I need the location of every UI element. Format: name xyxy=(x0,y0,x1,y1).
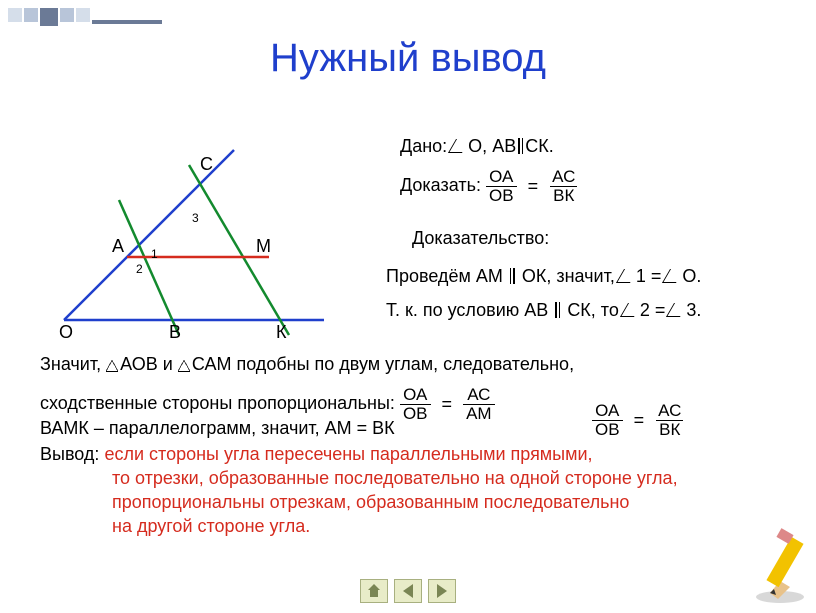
proof-line-5: ВАМК – параллелограмм, значит, АМ = ВК xyxy=(40,418,395,439)
conclusion-line-4: на другой стороне угла. xyxy=(112,516,310,537)
svg-text:А: А xyxy=(112,236,124,256)
svg-text:С: С xyxy=(200,154,213,174)
svg-text:О: О xyxy=(59,322,73,340)
proof-line-2: Т. к. по условию АВ СК, то 2 = 3. xyxy=(386,300,701,321)
conclusion-line-1: Вывод: если стороны угла пересечены пара… xyxy=(40,444,593,465)
conclusion-line-3: пропорциональны отрезкам, образованным п… xyxy=(112,492,629,513)
nav-prev-button[interactable] xyxy=(394,579,422,603)
proof-line-1: Проведём АМ ОК, значит, 1 = О. xyxy=(386,266,701,287)
proof-label: Доказательство: xyxy=(412,228,549,249)
svg-text:М: М xyxy=(256,236,271,256)
svg-text:2: 2 xyxy=(136,262,143,276)
nav-controls xyxy=(0,579,816,603)
geometry-diagram: О А В С К М 1 2 3 xyxy=(54,140,334,340)
given-line: Дано: О, АВСК. xyxy=(400,136,554,157)
given-label: Дано: xyxy=(400,136,447,156)
nav-next-button[interactable] xyxy=(428,579,456,603)
nav-home-button[interactable] xyxy=(360,579,388,603)
proof-final-ratio: ОАОВ = АСВК xyxy=(592,402,684,439)
svg-text:1: 1 xyxy=(151,247,158,261)
pencil-icon xyxy=(750,525,810,605)
conclusion-line-2: то отрезки, образованные последовательно… xyxy=(112,468,678,489)
slide-decoration xyxy=(8,8,162,26)
svg-text:В: В xyxy=(169,322,181,340)
proof-line-3: Значит, АОВ и САМ подобны по двум углам,… xyxy=(40,354,574,375)
svg-text:К: К xyxy=(276,322,287,340)
prove-line: Доказать: ОАОВ = АСВК xyxy=(400,168,578,205)
prove-label: Доказать: xyxy=(400,175,481,195)
slide-title: Нужный вывод xyxy=(0,36,816,81)
svg-text:3: 3 xyxy=(192,211,199,225)
